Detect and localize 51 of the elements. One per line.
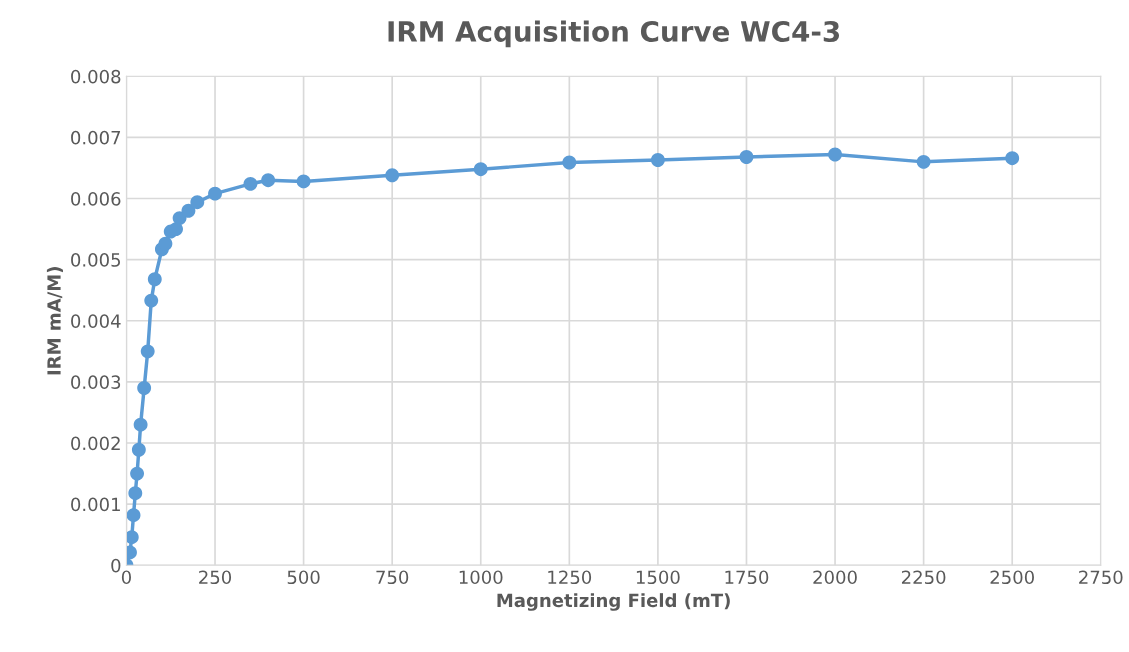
y-tick-label: 0.002 (71, 436, 120, 451)
chart-title: IRM Acquisition Curve WC4-3 (388, 20, 840, 48)
point (208, 186, 222, 201)
y-axis-title: IRM mA/M) (46, 267, 63, 375)
point (131, 442, 146, 457)
y-tick-label: 0 (111, 558, 121, 573)
point (147, 272, 162, 287)
x-tick-label: 2250 (901, 570, 946, 585)
x-tick-label: 1500 (636, 570, 680, 585)
x-tick-label: 1250 (548, 570, 592, 585)
point (828, 147, 842, 162)
point (562, 155, 577, 170)
point (190, 195, 205, 210)
x-tick-label: 500 (287, 570, 320, 585)
point (181, 203, 196, 218)
point (144, 293, 159, 308)
x-tick-label: 250 (199, 570, 232, 585)
point (1005, 151, 1020, 166)
x-tick-label: 2750 (1079, 570, 1123, 585)
point (169, 222, 183, 237)
x-tick-label: 1750 (725, 570, 769, 585)
y-tick-label: 0.001 (71, 497, 120, 512)
y-tick-label: 0.006 (71, 191, 121, 206)
point (916, 154, 931, 169)
x-tick-label: 2500 (990, 570, 1034, 585)
point (261, 173, 276, 188)
point (739, 150, 754, 164)
point (128, 486, 143, 501)
x-tick-label: 1000 (459, 570, 503, 585)
point (126, 530, 139, 545)
point (473, 162, 488, 177)
x-tick-label: 750 (376, 570, 409, 585)
y-tick-label: 0.008 (71, 69, 121, 84)
x-axis-title: Magnetizing Field (mT) (497, 593, 730, 611)
y-tick-label: 0.007 (71, 130, 121, 145)
point (158, 236, 173, 251)
point (130, 466, 145, 481)
x-tick-label: 0 (121, 570, 131, 585)
x-tick-label: 2000 (813, 570, 857, 585)
point (243, 176, 258, 191)
point (140, 344, 155, 359)
point (650, 153, 665, 167)
y-tick-label: 0.003 (71, 375, 121, 390)
point (385, 168, 400, 183)
point (133, 417, 148, 432)
point (296, 174, 311, 189)
y-tick-label: 0.005 (71, 253, 121, 267)
y-tick-label: 0.004 (71, 314, 121, 328)
point (172, 211, 187, 226)
point (137, 381, 152, 395)
point (126, 508, 141, 523)
